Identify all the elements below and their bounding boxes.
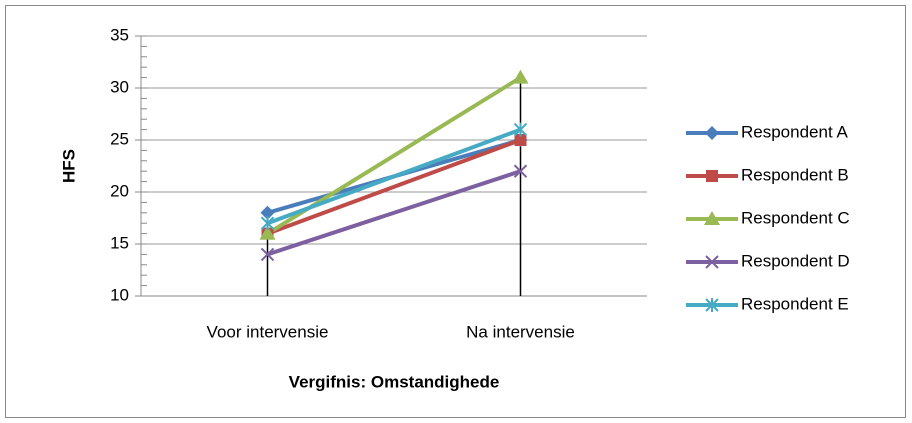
legend-marker [705, 298, 719, 312]
marker [260, 247, 275, 262]
y-tick-label: 15 [110, 233, 129, 252]
legend-marker [704, 211, 720, 225]
y-axis-title: HFS [59, 149, 78, 183]
legend-entry: Respondent D [686, 251, 850, 270]
y-tick-label: 25 [110, 129, 129, 148]
y-tick-label: 35 [110, 25, 129, 44]
legend-marker [706, 170, 718, 182]
legend-entry: Respondent B [686, 165, 849, 184]
legend-marker [705, 255, 719, 269]
legend-entry: Respondent C [686, 208, 850, 227]
marker [512, 69, 529, 84]
chart-frame [5, 5, 906, 418]
series-line [266, 138, 522, 236]
x-tick-label: Na intervensie [466, 322, 575, 341]
marker [260, 216, 275, 231]
y-tick-label: 10 [110, 285, 129, 304]
marker [260, 205, 275, 220]
legend-entry: Respondent E [686, 294, 849, 313]
marker [259, 225, 276, 240]
legend-label: Respondent E [741, 294, 849, 313]
x-tick-label: Voor intervensie [207, 322, 329, 341]
legend-label: Respondent C [741, 208, 850, 227]
legend-label: Respondent D [741, 251, 850, 270]
legend-label: Respondent B [741, 165, 849, 184]
marker [513, 122, 528, 137]
legend-marker [705, 126, 719, 140]
y-tick-label: 20 [110, 181, 129, 200]
series-line [266, 169, 522, 257]
marker [513, 164, 528, 178]
x-axis-title: Vergifnis: Omstandighede [289, 372, 500, 391]
legend-entry: Respondent A [686, 122, 848, 141]
marker [514, 134, 527, 146]
y-tick-label: 30 [110, 77, 129, 96]
legend-label: Respondent A [741, 122, 848, 141]
series-line [266, 127, 522, 226]
